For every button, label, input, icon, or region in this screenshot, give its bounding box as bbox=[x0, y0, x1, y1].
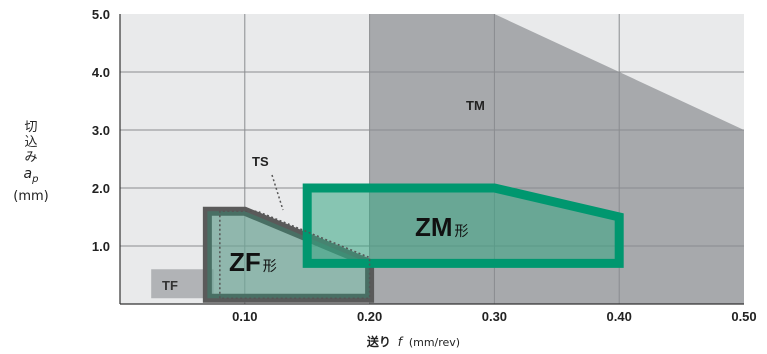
region-label-ts: TS bbox=[252, 154, 269, 169]
region-zf-tint bbox=[207, 211, 370, 299]
x-tick-label-4: 0.40 bbox=[607, 309, 632, 324]
region-tf bbox=[151, 269, 214, 299]
x-axis-unit: (mm/rev) bbox=[408, 336, 461, 349]
x-axis-title: 送り bbox=[366, 335, 391, 349]
x-tick-label-1: 0.10 bbox=[232, 309, 257, 324]
region-label-tf: TF bbox=[162, 278, 178, 293]
y-axis-unit: (mm) bbox=[13, 188, 49, 204]
y-axis-label-line-2: 込 bbox=[24, 135, 38, 150]
region-label-tm: TM bbox=[466, 98, 485, 113]
x-tick-label-5: 0.50 bbox=[731, 309, 756, 324]
region-zm bbox=[302, 183, 624, 268]
y-tick-label-3: 3.0 bbox=[92, 123, 110, 138]
y-tick-label-4: 4.0 bbox=[92, 65, 110, 80]
y-axis-label: 切 込 み ap (mm) bbox=[0, 120, 62, 204]
ts-leader-line bbox=[271, 174, 284, 211]
y-axis-label-line-3: み bbox=[24, 150, 38, 165]
y-tick-label-5: 5.0 bbox=[92, 7, 110, 22]
region-label-zm: ZM 形 bbox=[415, 212, 469, 242]
y-tick-label-1: 1.0 bbox=[92, 239, 110, 254]
x-tick-label-3: 0.30 bbox=[482, 309, 507, 324]
y-axis-symbol: a bbox=[23, 166, 33, 182]
x-axis-label: 送り f (mm/rev) bbox=[0, 333, 767, 350]
region-ts bbox=[219, 210, 371, 299]
x-tick-label-2: 0.20 bbox=[357, 309, 382, 324]
x-axis-symbol: f bbox=[397, 335, 402, 349]
y-axis-subscript: p bbox=[32, 173, 39, 185]
y-tick-label-2: 2.0 bbox=[92, 181, 110, 196]
region-label-zf: ZF 形 bbox=[229, 247, 277, 277]
y-axis-label-line-1: 切 bbox=[24, 120, 38, 135]
